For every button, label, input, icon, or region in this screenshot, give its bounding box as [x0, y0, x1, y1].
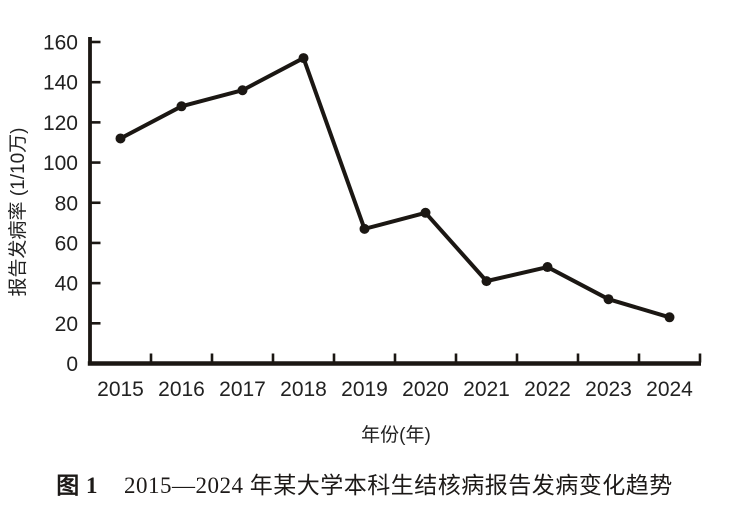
- x-tick-label: 2024: [646, 378, 693, 401]
- y-tick-label: 160: [43, 32, 78, 55]
- x-tick-label: 2015: [97, 378, 144, 401]
- x-tick-label: 2016: [158, 378, 205, 401]
- x-axis-title: 年份(年): [361, 424, 431, 446]
- series-line: [118, 56, 672, 320]
- data-point-2023: [603, 294, 614, 305]
- y-tick-label: 60: [55, 232, 78, 255]
- data-point-2022: [542, 262, 553, 273]
- figure-caption-text: 2015—2024 年某大学本科生结核病报告发病变化趋势: [124, 473, 673, 498]
- x-tick-label: 2017: [219, 378, 266, 401]
- data-point-2017: [237, 85, 248, 96]
- x-tick-label: 2020: [402, 378, 449, 401]
- y-tick-label: 20: [55, 313, 78, 336]
- y-tick-label: 80: [55, 192, 78, 215]
- data-point-2018: [298, 53, 309, 64]
- y-tick-label: 0: [66, 353, 78, 376]
- x-tick-label: 2023: [585, 378, 632, 401]
- data-point-2024: [664, 312, 675, 323]
- data-point-2015: [115, 133, 126, 144]
- x-tick-label: 2018: [280, 378, 327, 401]
- y-tick-label: 40: [55, 273, 78, 296]
- data-point-2020: [420, 207, 431, 218]
- y-axis-title: 报告发病率 (1/10万): [7, 128, 29, 297]
- x-tick-label: 2022: [524, 378, 571, 401]
- y-tick-label: 140: [43, 72, 78, 95]
- y-tick-label: 100: [43, 152, 78, 175]
- data-point-2016: [176, 101, 187, 112]
- x-tick-label: 2019: [341, 378, 388, 401]
- data-point-2019: [359, 223, 370, 234]
- figure-caption-label: 图 1: [56, 473, 98, 498]
- data-point-2021: [481, 276, 492, 287]
- x-tick-label: 2021: [463, 378, 510, 401]
- figure-caption: 图 1 2015—2024 年某大学本科生结核病报告发病变化趋势: [0, 466, 729, 500]
- y-tick-label: 120: [43, 112, 78, 135]
- line-chart: 0 20 40 60 80 100 120 140 160 2015 2016 2017 2018 201…: [7, 32, 702, 446]
